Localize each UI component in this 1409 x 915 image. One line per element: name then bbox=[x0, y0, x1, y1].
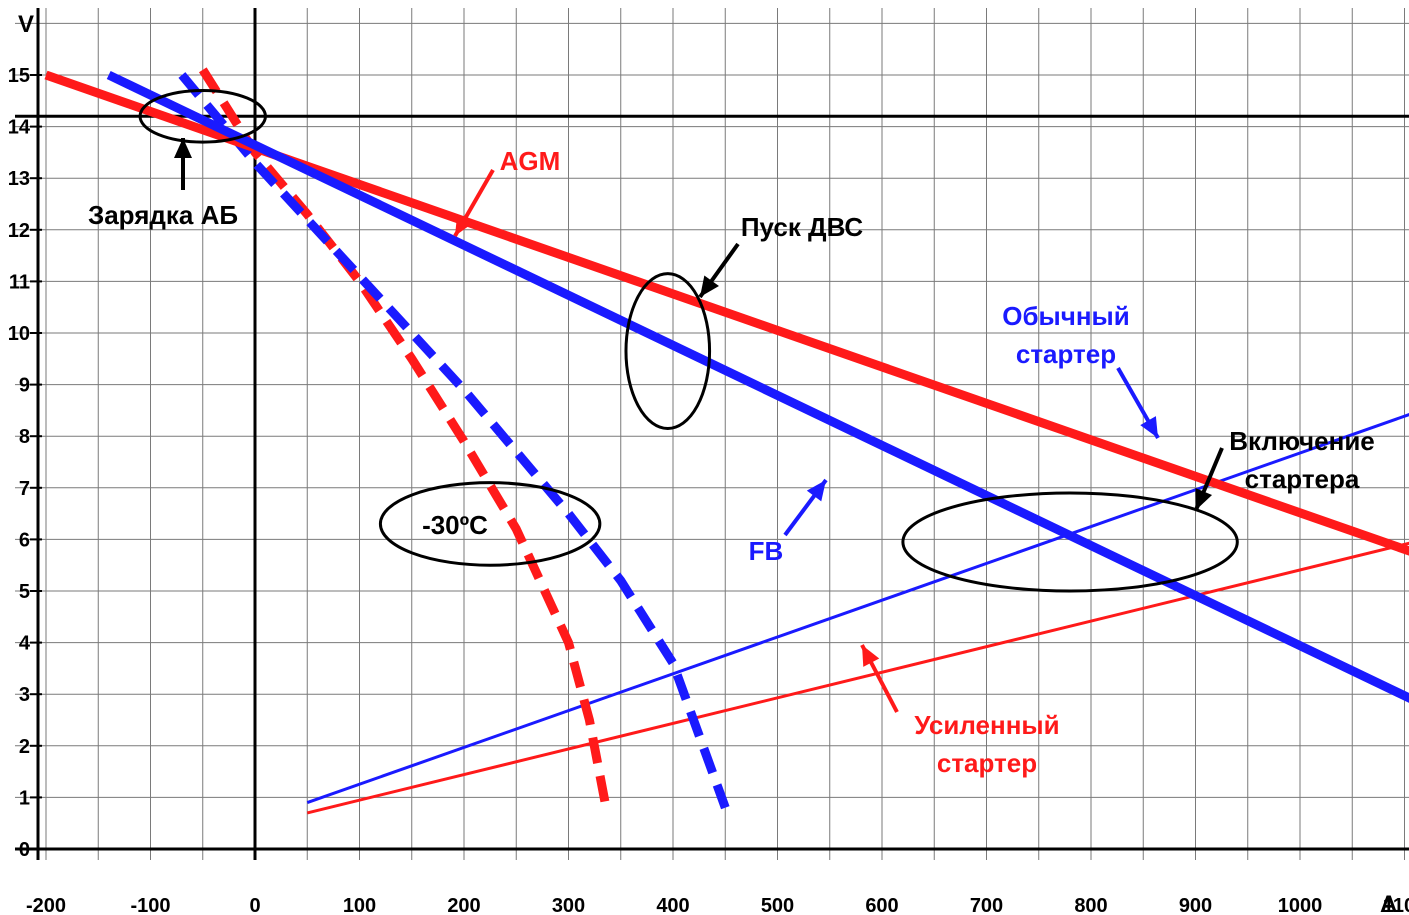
enable-starter-arrow-head bbox=[1195, 488, 1213, 510]
y-tick-label: 14 bbox=[8, 117, 31, 139]
annotation-arrows bbox=[174, 138, 1224, 713]
annotation-enable: стартера bbox=[1245, 464, 1360, 494]
annotation-start: Пуск ДВС bbox=[741, 212, 864, 242]
x-axis-label: A bbox=[1380, 891, 1397, 915]
y-tick-label: 5 bbox=[19, 581, 30, 603]
x-tick-label: 700 bbox=[970, 895, 1003, 915]
y-tick-label: 10 bbox=[8, 323, 30, 345]
series-line bbox=[106, 70, 1409, 703]
series-line bbox=[306, 413, 1409, 805]
y-axis-label: V bbox=[18, 11, 34, 38]
y-tick-label: 0 bbox=[19, 839, 30, 861]
highlight-ellipse bbox=[901, 491, 1239, 593]
series-line bbox=[198, 67, 610, 804]
x-tick-label: 800 bbox=[1074, 895, 1107, 915]
annotation-enable: Включение bbox=[1229, 426, 1375, 456]
y-tick-label: 6 bbox=[19, 529, 30, 551]
y-tick-label: 7 bbox=[19, 478, 30, 500]
x-tick-label: 100 bbox=[343, 895, 376, 915]
highlight-ellipses bbox=[138, 88, 1239, 593]
x-tick-label: 1000 bbox=[1278, 895, 1323, 915]
agm-arrow-head bbox=[455, 214, 473, 236]
charge-arrow-head bbox=[174, 138, 192, 158]
y-tick-label: 8 bbox=[19, 426, 30, 448]
highlight-ellipse bbox=[378, 481, 602, 567]
x-tick-label: 1100 bbox=[1383, 895, 1409, 915]
x-tick-label: 200 bbox=[447, 895, 480, 915]
series-lines bbox=[44, 67, 1409, 815]
annotation-labels: Зарядка АБ AGM Пуск ДВС -30ºC FB Обычный старт… bbox=[88, 146, 1375, 778]
annotation-boosted: стартер bbox=[937, 748, 1037, 778]
grid bbox=[15, 8, 1409, 860]
annotation-normal: стартер bbox=[1016, 339, 1116, 369]
x-tick-label: -200 bbox=[26, 895, 66, 915]
y-tick-label: 15 bbox=[8, 65, 30, 87]
series-line bbox=[178, 72, 730, 810]
y-tick-label: 1 bbox=[19, 787, 30, 809]
y-tick-label: 11 bbox=[9, 271, 30, 293]
highlight-ellipse bbox=[624, 272, 712, 430]
y-tick-label: 2 bbox=[19, 736, 30, 758]
x-tick-label: 500 bbox=[761, 895, 794, 915]
annotation-agm: AGM bbox=[500, 146, 561, 176]
x-tick-label: 600 bbox=[865, 895, 898, 915]
tick-labels: -200 -100 0 100 200 300 400 500 600 700 800 900 1000… bbox=[8, 65, 1409, 915]
x-tick-label: 400 bbox=[656, 895, 689, 915]
series-line bbox=[306, 541, 1409, 815]
axes bbox=[15, 8, 1409, 860]
boosted-starter-arrow-head bbox=[862, 645, 880, 667]
highlight-ellipse bbox=[138, 88, 267, 144]
y-tick-label: 4 bbox=[19, 633, 31, 655]
y-tick-label: 12 bbox=[8, 220, 30, 242]
fb-arrow-head bbox=[806, 480, 826, 502]
y-tick-label: 3 bbox=[19, 684, 30, 706]
annotation-fb: FB bbox=[749, 536, 784, 566]
annotation-cold: -30ºC bbox=[422, 510, 488, 540]
annotation-normal: Обычный bbox=[1002, 301, 1129, 331]
x-tick-label: 900 bbox=[1179, 895, 1212, 915]
y-tick-label: 13 bbox=[8, 168, 30, 190]
start-arrow-head bbox=[700, 275, 719, 297]
x-tick-label: -100 bbox=[130, 895, 170, 915]
annotation-charge: Зарядка АБ bbox=[88, 200, 238, 230]
annotation-boosted: Усиленный bbox=[914, 710, 1059, 740]
y-tick-label: 9 bbox=[19, 375, 30, 397]
normal-starter-arrow-head bbox=[1140, 416, 1158, 438]
x-tick-label: 0 bbox=[249, 895, 260, 915]
x-tick-label: 300 bbox=[552, 895, 585, 915]
